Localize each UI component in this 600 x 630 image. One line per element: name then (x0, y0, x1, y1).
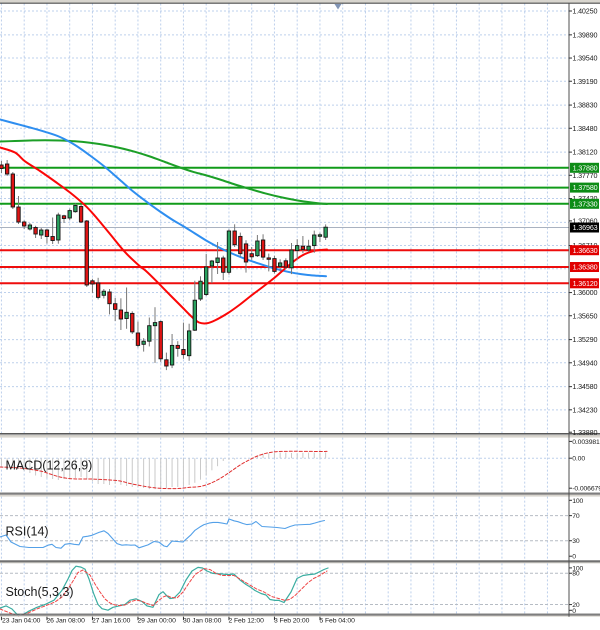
svg-text:0.003981: 0.003981 (572, 439, 600, 446)
svg-text:1.34580: 1.34580 (572, 382, 597, 391)
svg-text:Stoch(5,3,3): Stoch(5,3,3) (6, 585, 74, 599)
svg-text:1.37330: 1.37330 (573, 199, 598, 208)
svg-text:2 Feb 12:00: 2 Feb 12:00 (228, 617, 264, 624)
svg-text:1.39890: 1.39890 (572, 30, 597, 39)
svg-text:1.36000: 1.36000 (572, 288, 597, 297)
svg-text:1.38480: 1.38480 (572, 124, 597, 133)
svg-text:29 Jan 00:00: 29 Jan 00:00 (137, 617, 176, 624)
svg-text:1.37770: 1.37770 (572, 171, 597, 180)
svg-text:1.34940: 1.34940 (572, 358, 597, 367)
svg-text:1.37420: 1.37420 (572, 194, 597, 203)
svg-text:1.36963: 1.36963 (573, 223, 598, 232)
svg-text:1.38830: 1.38830 (572, 101, 597, 110)
svg-text:20: 20 (572, 602, 580, 609)
svg-text:1.36380: 1.36380 (573, 263, 598, 272)
svg-text:1.40250: 1.40250 (572, 7, 597, 16)
svg-text:1.39190: 1.39190 (572, 77, 597, 86)
svg-text:0: 0 (572, 554, 576, 561)
svg-text:70: 70 (572, 513, 580, 520)
svg-text:1.35650: 1.35650 (572, 311, 597, 320)
svg-text:1.34230: 1.34230 (572, 405, 597, 414)
svg-text:5 Feb 04:00: 5 Feb 04:00 (319, 617, 355, 624)
svg-text:100: 100 (572, 498, 583, 505)
svg-text:1.39540: 1.39540 (572, 54, 597, 63)
svg-text:MACD(12,26,9): MACD(12,26,9) (6, 458, 93, 472)
svg-text:100: 100 (572, 565, 583, 572)
svg-text:1.38120: 1.38120 (572, 148, 597, 157)
svg-text:0: 0 (572, 608, 576, 615)
svg-text:23 Jan 04:00: 23 Jan 04:00 (2, 617, 41, 624)
svg-text:80: 80 (572, 571, 580, 578)
svg-text:30 Jan 08:00: 30 Jan 08:00 (183, 617, 222, 624)
svg-text:1.37880: 1.37880 (573, 163, 598, 172)
svg-text:30: 30 (572, 538, 580, 545)
svg-text:RSI(14): RSI(14) (6, 525, 49, 539)
svg-text:1.37580: 1.37580 (573, 183, 598, 192)
svg-text:3 Feb 20:00: 3 Feb 20:00 (274, 617, 310, 624)
svg-text:1.37060: 1.37060 (572, 217, 597, 226)
svg-text:26 Jan 08:00: 26 Jan 08:00 (46, 617, 85, 624)
svg-text:27 Jan 16:00: 27 Jan 16:00 (92, 617, 131, 624)
svg-text:1.36120: 1.36120 (573, 279, 598, 288)
svg-text:1.35290: 1.35290 (572, 335, 597, 344)
svg-text:-0.006679: -0.006679 (572, 486, 600, 493)
svg-text:1.36630: 1.36630 (573, 246, 598, 255)
svg-text:0.00: 0.00 (572, 456, 585, 463)
svg-text:1.33880: 1.33880 (572, 428, 597, 437)
